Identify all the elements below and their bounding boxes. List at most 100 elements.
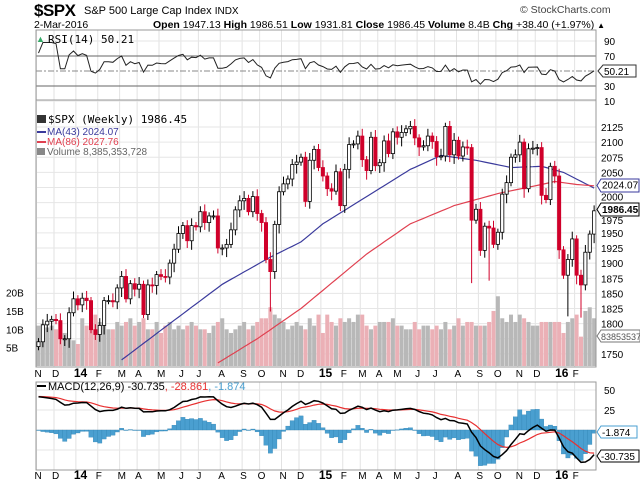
x-axis-label: S xyxy=(476,471,483,482)
volume-bar xyxy=(509,314,513,366)
macd-histogram-bar xyxy=(329,429,334,438)
x-axis-label: M xyxy=(118,369,126,380)
candle-body xyxy=(237,200,242,211)
x-axis-label: A xyxy=(135,369,142,380)
macd-histogram-bar xyxy=(451,429,457,439)
volume-bar xyxy=(110,329,115,366)
volume-bar xyxy=(412,321,417,366)
x-axis-label: M xyxy=(393,369,401,380)
candle-body xyxy=(163,276,168,278)
candle-body xyxy=(579,274,584,286)
volume-bar xyxy=(513,321,518,366)
macd-histogram-bar xyxy=(241,428,247,431)
rsi-line xyxy=(38,42,595,85)
x-axis-label: J xyxy=(415,369,420,380)
candle-body xyxy=(368,136,373,171)
x-axis-label: S xyxy=(476,369,483,380)
price-tick-label: 2000 xyxy=(601,193,624,204)
volume-bar xyxy=(229,332,233,366)
candle-body xyxy=(561,249,566,276)
volume-bar xyxy=(469,321,474,366)
price-tick-label: 1850 xyxy=(601,289,624,300)
volume-bar xyxy=(439,329,443,366)
candle-body xyxy=(333,171,338,192)
x-axis-label: O xyxy=(258,369,266,380)
close-value: 1986.45 xyxy=(387,19,426,31)
candle-body xyxy=(425,135,430,147)
macd-histogram-bar xyxy=(36,429,41,431)
candle-body xyxy=(351,143,356,146)
candle-body xyxy=(62,338,67,341)
candle-body xyxy=(583,251,588,286)
x-axis-label: 14 xyxy=(74,468,88,482)
candle-body xyxy=(198,211,203,228)
volume-bar xyxy=(312,325,317,366)
volume-bar xyxy=(347,318,352,366)
macd-histogram-bar xyxy=(359,428,365,431)
x-axis-label: A xyxy=(218,369,225,380)
candle-body xyxy=(329,188,334,192)
candle-body xyxy=(67,312,72,340)
volume-bar xyxy=(351,321,356,366)
volume-bar xyxy=(565,321,570,366)
macd-histogram-bar xyxy=(259,429,264,436)
candle-body xyxy=(500,193,505,233)
candle-body xyxy=(172,248,177,264)
chart-date: 2-Mar-2016 xyxy=(34,19,89,31)
macd-histogram-bar xyxy=(263,429,269,446)
volume-bar xyxy=(132,325,137,366)
macd-histogram-bar xyxy=(425,429,431,436)
candle-body xyxy=(119,276,124,289)
macd-histogram-bar xyxy=(499,429,505,448)
macd-histogram-bar xyxy=(88,429,94,438)
candle-body xyxy=(465,146,470,149)
candle-body xyxy=(115,287,120,303)
candle-body xyxy=(303,156,308,202)
volume-bar xyxy=(176,325,181,366)
candle-body xyxy=(316,148,321,168)
volume-bar xyxy=(272,314,277,366)
macd-histogram-bar xyxy=(443,429,448,438)
x-axis-label: 15 xyxy=(319,366,333,380)
ma43-line xyxy=(121,154,595,361)
volume-bar xyxy=(141,318,146,366)
macd-histogram-bar xyxy=(324,429,330,434)
volume-bar xyxy=(194,325,198,366)
candle-body xyxy=(395,131,400,138)
candle-body xyxy=(49,318,54,322)
volume-bar xyxy=(128,318,133,366)
x-axis-label: D xyxy=(533,471,540,482)
candle-body xyxy=(548,165,553,200)
volume-bar xyxy=(224,329,229,366)
x-axis-label: D xyxy=(533,369,540,380)
x-axis-label: O xyxy=(258,471,266,482)
candle-body xyxy=(460,146,465,157)
volume-bars xyxy=(36,296,597,366)
hist-tag-text: -1.874 xyxy=(602,428,631,439)
volume-bar xyxy=(154,321,159,366)
volume-bar xyxy=(49,325,54,366)
volume-bar xyxy=(487,321,492,366)
panel-border xyxy=(35,381,597,471)
candle-body xyxy=(36,341,41,348)
x-axis-label: A xyxy=(376,471,383,482)
price-tick-label: 1975 xyxy=(601,216,624,227)
volume-bar xyxy=(237,325,242,366)
macd-histogram-bar xyxy=(189,418,194,431)
candle-body xyxy=(193,225,198,228)
candle-body xyxy=(382,140,387,164)
x-axis-label: A xyxy=(455,471,462,482)
volume-bar xyxy=(382,321,387,366)
macd-histogram-bar xyxy=(408,427,413,431)
volume-legend: Volume 8,385,353,728 xyxy=(47,147,148,158)
volume-bar xyxy=(277,318,282,366)
macd-histogram-bar xyxy=(377,429,383,436)
candle-body xyxy=(132,283,137,290)
x-axis-label: M xyxy=(118,471,126,482)
volume-bar xyxy=(250,325,255,366)
candle-body xyxy=(522,141,527,190)
macd-histogram-bar xyxy=(40,429,46,432)
candle-body xyxy=(508,156,513,184)
exchange: INDX xyxy=(214,6,239,17)
candle-body xyxy=(154,274,159,286)
